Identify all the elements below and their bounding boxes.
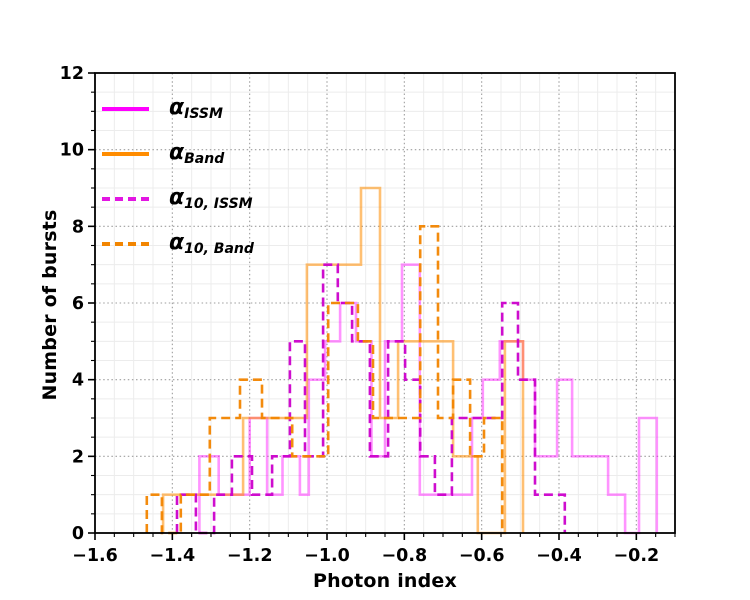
x-tick-label: −0.4 <box>536 546 582 566</box>
x-tick-label: −0.6 <box>459 546 505 566</box>
legend-line-dashed-magenta-icon <box>102 196 149 201</box>
y-tick-label: 0 <box>72 524 84 544</box>
y-axis-label: Number of bursts <box>39 209 61 401</box>
legend: αISSM αBand α10, ISSM α10, Band <box>102 86 254 266</box>
x-tick-label: −1.0 <box>304 546 350 566</box>
legend-label: αBand <box>169 139 225 167</box>
x-tick-label: −1.2 <box>227 546 273 566</box>
y-tick-label: 4 <box>72 371 84 391</box>
x-tick-label: −1.4 <box>149 546 195 566</box>
x-axis-label: Photon index <box>313 570 457 592</box>
y-tick-label: 10 <box>60 141 84 161</box>
legend-item-alpha-10-issm: α10, ISSM <box>102 176 254 221</box>
x-tick-label: −1.6 <box>72 546 118 566</box>
y-tick-label: 8 <box>72 217 84 237</box>
legend-label: αISSM <box>169 94 223 122</box>
series-line-alpha-10-Band <box>145 225 504 535</box>
legend-line-dashed-orange-icon <box>102 241 149 246</box>
y-tick-label: 6 <box>72 294 84 314</box>
axis-ticks <box>88 72 676 540</box>
tick-labels: −1.6 −1.4 −1.2 −1.0 −0.8 −0.6 −0.4 −0.2 0 2 4 6 8 10 1… <box>60 64 660 566</box>
legend-line-solid-orange-icon <box>102 151 149 156</box>
series-line-alpha-ISSM <box>198 263 659 535</box>
series-line-alpha-10-ISSM <box>175 263 567 535</box>
y-tick-label: 12 <box>60 64 84 84</box>
legend-item-alpha-10-band: α10, Band <box>102 221 254 266</box>
legend-label: α10, ISSM <box>169 184 253 212</box>
legend-item-alpha-band: αBand <box>102 131 254 176</box>
y-tick-label: 2 <box>72 447 84 467</box>
legend-line-solid-magenta-icon <box>102 106 149 111</box>
series-lines <box>145 186 659 535</box>
x-tick-label: −0.2 <box>613 546 659 566</box>
x-tick-label: −0.8 <box>381 546 427 566</box>
major-grid <box>95 73 675 533</box>
legend-item-alpha-issm: αISSM <box>102 86 254 131</box>
legend-label: α10, Band <box>169 229 254 257</box>
